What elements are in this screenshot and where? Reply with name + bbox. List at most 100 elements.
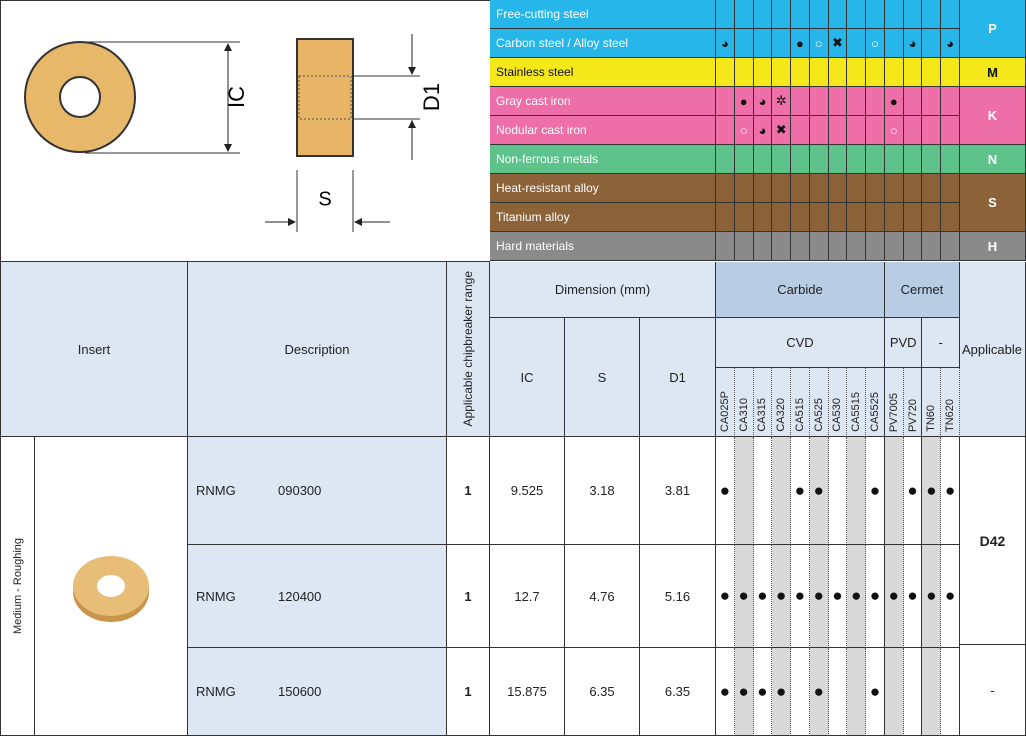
grade-name: PV7005	[884, 368, 904, 437]
grade-availability: ●	[866, 437, 885, 545]
material-grade-cell	[922, 0, 942, 29]
material-grade-cell	[922, 174, 942, 203]
material-grade-cell	[753, 58, 773, 87]
description-size: 120400	[278, 588, 322, 604]
material-grade-cell	[772, 0, 792, 29]
insert-image	[73, 556, 149, 622]
material-grade-cell	[866, 232, 885, 261]
material-grade-cell	[772, 232, 792, 261]
material-grade-cell	[866, 0, 885, 29]
grade-name: CA525	[809, 368, 829, 437]
grade-name: CA5525	[866, 368, 885, 437]
material-grade-cell	[809, 87, 829, 116]
material-grade-cell: ✲	[772, 87, 792, 116]
material-grade-cell	[716, 87, 735, 116]
grade-name: CA5515	[847, 368, 867, 437]
grade-availability: ●	[772, 648, 792, 736]
chipbreaker: 1	[447, 437, 490, 545]
material-grade-cell	[716, 116, 735, 145]
material-name: Carbon steel / Alloy steel	[490, 29, 716, 58]
grade-availability: ●	[903, 545, 923, 648]
toolholder: D42	[960, 437, 1026, 645]
grade-availability	[772, 437, 792, 545]
material-grade-cell	[772, 174, 792, 203]
material-grade-cell	[734, 145, 754, 174]
description-series: RNMG	[196, 588, 236, 604]
s: 4.76	[565, 545, 640, 648]
material-grade-cell	[941, 232, 960, 261]
material-grade-cell	[922, 29, 942, 58]
material-grade-cell	[809, 232, 829, 261]
grade-availability	[847, 437, 867, 545]
material-grade-cell	[753, 145, 773, 174]
material-grade-cell	[828, 87, 848, 116]
material-grade-cell	[809, 58, 829, 87]
material-grade-cell: ○	[884, 116, 904, 145]
material-group: M	[960, 58, 1026, 87]
grade-name: CA320	[772, 368, 792, 437]
material-grade-cell	[866, 116, 885, 145]
material-grade-cell	[716, 58, 735, 87]
grade-availability	[903, 648, 923, 736]
material-grade-cell	[734, 203, 754, 232]
material-name: Gray cast iron	[490, 87, 716, 116]
header-chipbreaker: Applicable chipbreaker range	[447, 262, 490, 437]
header-pvd: PVD	[884, 318, 923, 368]
grade-name: CA530	[828, 368, 848, 437]
material-grade-cell	[866, 203, 885, 232]
material-grade-cell	[941, 0, 960, 29]
grade-availability	[941, 648, 960, 736]
grade-availability: ●	[941, 437, 960, 545]
material-grade-cell	[884, 58, 904, 87]
ic-label: IC	[224, 86, 249, 108]
grade-availability	[791, 648, 810, 736]
grade-name: TN60	[922, 368, 942, 437]
header-ic: IC	[490, 318, 565, 437]
material-grade-cell	[734, 232, 754, 261]
material-grade-cell: ●	[734, 87, 754, 116]
grade-availability	[884, 648, 904, 736]
material-grade-cell	[866, 174, 885, 203]
material-grade-cell	[903, 232, 923, 261]
grade-availability: ●	[734, 648, 754, 736]
header-d1: D1	[640, 318, 716, 437]
material-grade-cell	[753, 29, 773, 58]
material-grade-cell	[884, 174, 904, 203]
material-grade-cell	[866, 58, 885, 87]
description: RNMG 090300	[188, 437, 447, 545]
material-grade-cell	[847, 87, 867, 116]
material-grade-cell	[772, 203, 792, 232]
grade-availability: ●	[809, 648, 829, 736]
grade-name: CA515	[791, 368, 810, 437]
material-name: Free-cutting steel	[490, 0, 716, 29]
material-grade-cell	[903, 87, 923, 116]
material-name: Non-ferrous metals	[490, 145, 716, 174]
material-grade-cell	[903, 0, 923, 29]
material-grade-cell: ✖	[772, 116, 792, 145]
material-grade-cell	[809, 116, 829, 145]
material-grade-cell	[791, 58, 810, 87]
grade-availability: ●	[941, 545, 960, 648]
material-name: Stainless steel	[490, 58, 716, 87]
material-grade-cell	[884, 145, 904, 174]
material-grade-cell	[866, 145, 885, 174]
material-grade-cell	[791, 232, 810, 261]
material-name: Nodular cast iron	[490, 116, 716, 145]
material-grade-cell	[734, 58, 754, 87]
material-grade-cell	[941, 145, 960, 174]
grade-availability: ●	[791, 545, 810, 648]
grade-availability: ●	[791, 437, 810, 545]
grade-availability	[884, 437, 904, 545]
material-grade-cell	[828, 0, 848, 29]
material-grade-cell	[753, 232, 773, 261]
material-grade-cell	[922, 87, 942, 116]
header-insert: Insert	[0, 262, 188, 437]
grade-availability: ●	[753, 648, 773, 736]
material-grade-cell	[828, 58, 848, 87]
material-grade-cell	[828, 203, 848, 232]
material-grade-cell	[734, 0, 754, 29]
material-grade-cell	[941, 203, 960, 232]
material-grade-cell: ◕	[941, 29, 960, 58]
material-grade-cell	[753, 174, 773, 203]
material-grade-cell	[922, 145, 942, 174]
